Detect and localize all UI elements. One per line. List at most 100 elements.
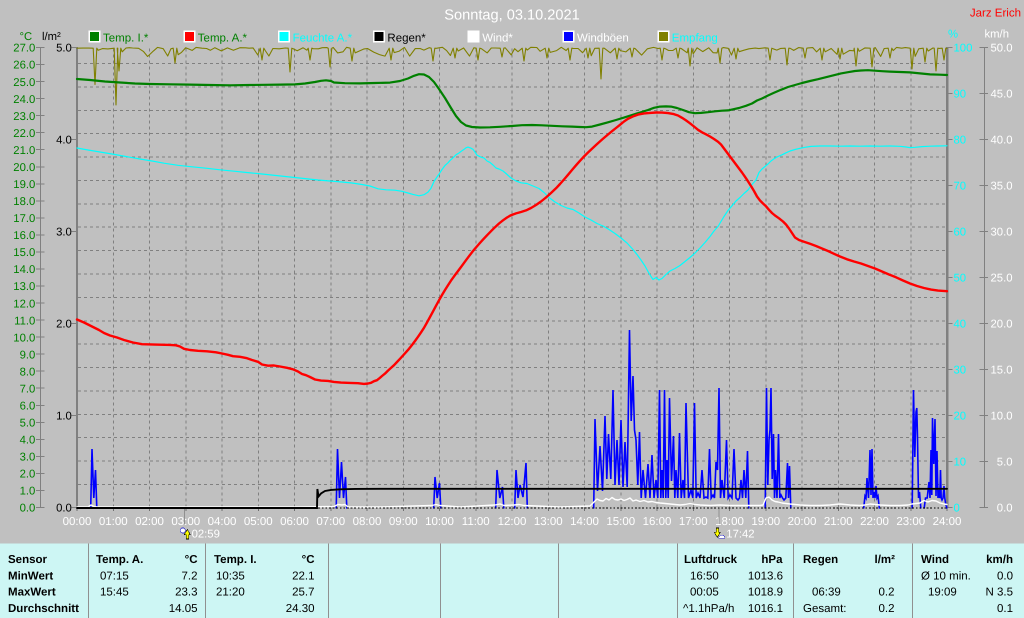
svg-text:00:05: 00:05: [690, 587, 719, 599]
svg-text:13:00: 13:00: [534, 516, 563, 528]
svg-text:21:20: 21:20: [216, 587, 245, 599]
svg-text:10:00: 10:00: [425, 516, 454, 528]
svg-text:22:00: 22:00: [860, 516, 889, 528]
svg-text:°C: °C: [185, 554, 198, 566]
svg-text:hPa: hPa: [761, 554, 783, 566]
svg-text:10.0: 10.0: [13, 332, 35, 344]
svg-text:10.0: 10.0: [991, 411, 1013, 423]
svg-text:40.0: 40.0: [991, 135, 1013, 147]
svg-text:40: 40: [954, 319, 967, 331]
svg-text:08:00: 08:00: [353, 516, 382, 528]
svg-text:Feuchte A.*: Feuchte A.*: [293, 33, 353, 45]
svg-text:19:00: 19:00: [751, 516, 780, 528]
svg-text:25.7: 25.7: [292, 587, 314, 599]
svg-text:09:00: 09:00: [389, 516, 418, 528]
svg-text:19.0: 19.0: [13, 179, 35, 191]
svg-text:02:59: 02:59: [192, 529, 220, 541]
svg-text:Regen*: Regen*: [387, 33, 426, 45]
svg-text:24.0: 24.0: [13, 94, 35, 106]
svg-text:6.0: 6.0: [20, 400, 36, 412]
svg-text:Temp. A.*: Temp. A.*: [198, 33, 248, 45]
svg-text:Sonntag, 03.10.2021: Sonntag, 03.10.2021: [444, 8, 580, 24]
svg-text:9.0: 9.0: [20, 349, 36, 361]
svg-text:06:00: 06:00: [280, 516, 309, 528]
svg-text:1016.1: 1016.1: [748, 603, 783, 615]
svg-text:N 3.5: N 3.5: [986, 587, 1014, 599]
svg-text:15.0: 15.0: [991, 365, 1013, 377]
svg-text:Wind*: Wind*: [482, 33, 513, 45]
svg-text:22.1: 22.1: [292, 570, 314, 582]
svg-text:l/m²: l/m²: [875, 554, 896, 566]
svg-text:MinWert: MinWert: [8, 570, 53, 582]
svg-text:0: 0: [954, 503, 960, 515]
svg-text:1.0: 1.0: [20, 486, 36, 498]
svg-text:16:50: 16:50: [690, 570, 719, 582]
svg-text:35.0: 35.0: [991, 181, 1013, 193]
svg-text:50: 50: [954, 273, 967, 285]
svg-text:Ø 10 min.: Ø 10 min.: [921, 570, 971, 582]
svg-text:km/h: km/h: [985, 29, 1009, 41]
svg-text:0.0: 0.0: [997, 570, 1013, 582]
svg-text:17:00: 17:00: [679, 516, 708, 528]
svg-text:00:00: 00:00: [63, 516, 92, 528]
svg-text:12.0: 12.0: [13, 298, 35, 310]
svg-text:19:09: 19:09: [928, 587, 957, 599]
svg-text:24:00: 24:00: [933, 516, 962, 528]
svg-text:02:00: 02:00: [135, 516, 164, 528]
svg-text:17.0: 17.0: [13, 213, 35, 225]
svg-text:3.0: 3.0: [20, 452, 36, 464]
svg-text:24.30: 24.30: [286, 603, 315, 615]
svg-text:23.0: 23.0: [13, 111, 35, 123]
svg-text:01:00: 01:00: [99, 516, 128, 528]
svg-text:30.0: 30.0: [991, 227, 1013, 239]
svg-text:100: 100: [954, 43, 973, 55]
svg-text:5.0: 5.0: [56, 43, 72, 55]
svg-text:04:00: 04:00: [208, 516, 237, 528]
svg-text:0.2: 0.2: [879, 603, 895, 615]
svg-text:0.0: 0.0: [56, 503, 72, 515]
svg-text:26.0: 26.0: [13, 60, 35, 72]
svg-text:0.0: 0.0: [20, 503, 36, 515]
svg-text:80: 80: [954, 135, 967, 147]
svg-text:Luftdruck: Luftdruck: [684, 554, 738, 566]
svg-text:Temp. A.: Temp. A.: [96, 554, 143, 566]
svg-text:10: 10: [954, 457, 967, 469]
svg-text:1018.9: 1018.9: [748, 587, 783, 599]
svg-text:km/h: km/h: [986, 554, 1013, 566]
svg-text:25.0: 25.0: [13, 77, 35, 89]
svg-text:45.0: 45.0: [991, 89, 1013, 101]
svg-text:06:39: 06:39: [812, 587, 841, 599]
svg-text:15:00: 15:00: [606, 516, 635, 528]
svg-text:Gesamt:: Gesamt:: [803, 603, 846, 615]
svg-text:20: 20: [954, 411, 967, 423]
svg-text:4.0: 4.0: [20, 435, 36, 447]
svg-text:°C: °C: [20, 31, 33, 43]
svg-text:Jarz Erich: Jarz Erich: [970, 8, 1021, 20]
svg-text:10:35: 10:35: [216, 570, 245, 582]
svg-text:18.0: 18.0: [13, 196, 35, 208]
svg-text:25.0: 25.0: [991, 273, 1013, 285]
svg-text:20.0: 20.0: [991, 319, 1013, 331]
svg-text:5.0: 5.0: [20, 418, 36, 430]
svg-text:23.3: 23.3: [175, 587, 197, 599]
svg-text:Temp. I.: Temp. I.: [214, 554, 257, 566]
svg-text:%: %: [948, 29, 958, 41]
svg-text:Wind: Wind: [921, 554, 949, 566]
svg-text:5.0: 5.0: [997, 457, 1013, 469]
svg-text:15:45: 15:45: [100, 587, 129, 599]
svg-text:03:00: 03:00: [171, 516, 200, 528]
svg-text:Durchschnitt: Durchschnitt: [8, 603, 79, 615]
svg-text:^1.1hPa/h: ^1.1hPa/h: [683, 603, 734, 615]
svg-text:90: 90: [954, 89, 967, 101]
svg-text:12:00: 12:00: [498, 516, 527, 528]
svg-text:13.0: 13.0: [13, 281, 35, 293]
svg-text:22.0: 22.0: [13, 128, 35, 140]
svg-text:0.1: 0.1: [997, 603, 1013, 615]
svg-text:Temp. I.*: Temp. I.*: [103, 33, 149, 45]
svg-text:23:00: 23:00: [896, 516, 925, 528]
svg-text:30: 30: [954, 365, 967, 377]
svg-text:05:00: 05:00: [244, 516, 273, 528]
svg-text:17:42: 17:42: [726, 529, 754, 541]
svg-text:21.0: 21.0: [13, 145, 35, 157]
svg-text:°C: °C: [302, 554, 315, 566]
